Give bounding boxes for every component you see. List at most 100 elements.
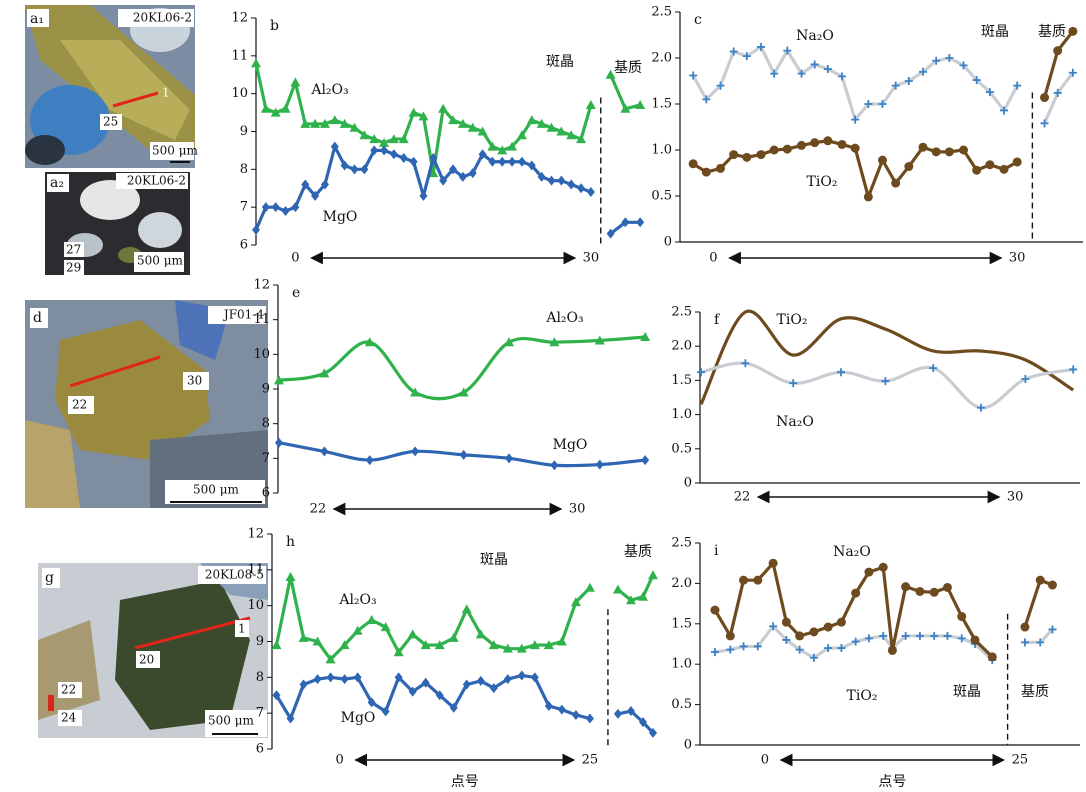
point <box>1036 638 1045 647</box>
point <box>864 634 873 643</box>
point <box>409 156 418 167</box>
point <box>566 130 577 140</box>
panel-label: c <box>694 12 702 28</box>
y-tick-label: 1.0 <box>651 143 672 158</box>
point <box>449 702 458 713</box>
point <box>298 632 309 642</box>
point <box>972 76 981 85</box>
point <box>280 103 291 113</box>
point <box>398 134 409 144</box>
point-label: 1 <box>238 622 246 636</box>
point <box>929 364 938 373</box>
point <box>448 115 458 125</box>
point <box>1013 81 1022 90</box>
point <box>325 654 336 664</box>
point <box>285 572 296 581</box>
point <box>260 103 271 113</box>
point <box>957 612 967 622</box>
point <box>985 160 995 170</box>
point <box>498 156 507 167</box>
point <box>585 100 596 110</box>
point-label: 27 <box>66 243 81 257</box>
point <box>274 437 283 448</box>
point <box>901 582 911 592</box>
y-tick-label: 2.5 <box>671 305 692 320</box>
point <box>252 224 260 235</box>
panel-label: h <box>286 534 295 550</box>
point <box>527 160 536 171</box>
point <box>837 139 847 149</box>
sample-label: 20KL06-2 <box>133 11 192 25</box>
x-tick-label: 0 <box>761 753 769 768</box>
point <box>567 179 576 190</box>
x-tick-label: 0 <box>335 753 343 768</box>
point <box>526 115 537 125</box>
y-tick-label: 7 <box>256 706 264 721</box>
point <box>701 167 711 177</box>
point <box>648 727 657 738</box>
point <box>365 455 374 466</box>
point <box>1069 365 1078 374</box>
point <box>457 118 468 128</box>
y-tick-label: 11 <box>231 48 248 63</box>
point <box>1053 88 1062 97</box>
point <box>625 595 636 605</box>
point <box>459 449 468 460</box>
x-tick-label: 30 <box>583 251 600 266</box>
annotation: 基质 <box>1038 23 1066 40</box>
point <box>797 140 807 150</box>
point <box>310 118 321 128</box>
point <box>458 387 469 397</box>
annotation: 基质 <box>614 59 642 76</box>
point <box>878 155 888 165</box>
point <box>1021 375 1030 384</box>
point <box>970 635 980 645</box>
point <box>571 709 580 720</box>
point <box>702 95 711 104</box>
series-label: Na₂O <box>796 28 834 44</box>
y-tick-label: 9 <box>262 382 270 397</box>
point <box>716 163 726 173</box>
point <box>863 192 873 202</box>
point <box>919 67 928 76</box>
point <box>389 149 398 160</box>
point <box>739 575 749 585</box>
point <box>594 335 605 345</box>
y-tick-label: 10 <box>253 347 270 362</box>
point <box>768 558 778 568</box>
point <box>508 156 517 167</box>
x-tick-label: 0 <box>291 251 299 266</box>
point <box>381 706 390 717</box>
point <box>1035 575 1045 585</box>
point <box>478 149 487 160</box>
point <box>428 168 439 178</box>
point <box>824 644 833 653</box>
point <box>340 160 349 171</box>
series-label: Al₂O₃ <box>338 592 376 608</box>
point <box>449 164 457 175</box>
series-label: MgO <box>553 437 588 453</box>
point <box>729 47 738 56</box>
point <box>716 81 725 90</box>
point <box>350 164 359 175</box>
point <box>557 175 566 186</box>
photo-label: a₁ <box>30 11 44 27</box>
point <box>488 156 497 167</box>
point <box>612 584 623 594</box>
y-tick-label: 1.0 <box>671 407 692 422</box>
point <box>319 118 330 128</box>
point <box>273 375 284 385</box>
point <box>271 202 280 213</box>
series-label: TiO₂ <box>807 174 838 190</box>
point <box>388 134 399 144</box>
point <box>458 171 467 182</box>
panel-e: e 6 7 8 9 10 11 12 22 30 Al₂O₃ MgO <box>253 278 651 517</box>
point <box>976 403 985 412</box>
series-label: Na₂O <box>833 544 871 560</box>
point-label: 1 <box>162 86 170 100</box>
point <box>394 672 403 683</box>
point-label: 22 <box>72 398 87 412</box>
point <box>547 175 556 186</box>
